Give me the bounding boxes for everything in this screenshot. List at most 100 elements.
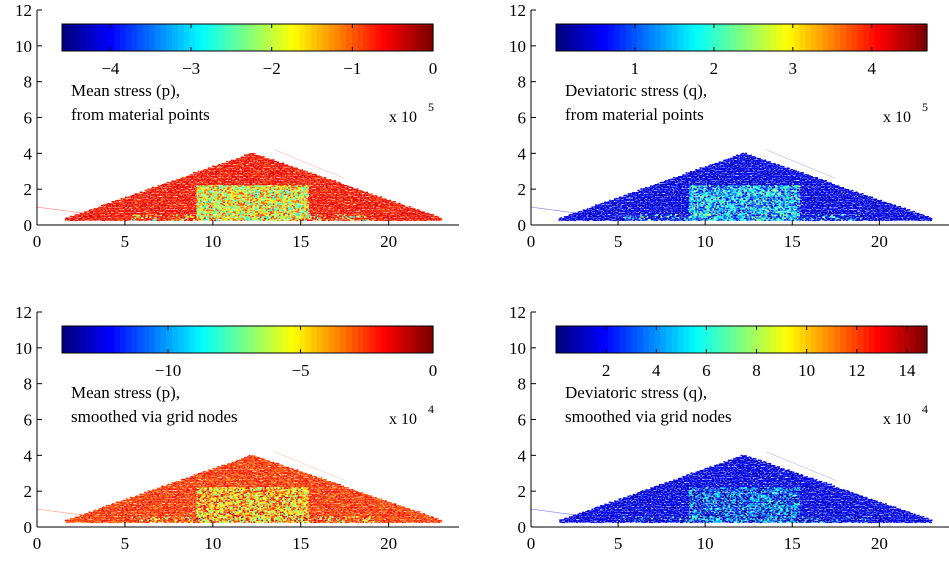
material-point	[286, 187, 289, 189]
material-point	[342, 203, 345, 205]
material-point	[280, 173, 283, 176]
material-point	[107, 207, 110, 210]
material-point	[193, 194, 196, 197]
material-point	[275, 175, 278, 178]
material-point	[280, 191, 283, 193]
material-point	[201, 215, 203, 218]
material-point	[236, 172, 239, 174]
material-point	[256, 156, 259, 159]
material-point	[296, 178, 299, 181]
material-point	[199, 185, 202, 187]
material-point	[160, 191, 163, 194]
material-point	[139, 204, 142, 207]
material-point	[246, 190, 249, 192]
material-point	[231, 175, 234, 177]
material-point	[199, 188, 202, 190]
material-point	[335, 216, 338, 218]
material-point	[297, 172, 300, 175]
material-point	[305, 185, 308, 187]
material-point	[316, 208, 319, 210]
material-point	[339, 209, 342, 211]
material-point	[313, 217, 316, 219]
material-point	[264, 182, 267, 185]
material-point	[281, 196, 284, 198]
material-point	[74, 214, 77, 216]
material-point	[265, 188, 268, 191]
material-point	[275, 219, 278, 222]
material-point	[200, 178, 203, 181]
material-point	[125, 208, 128, 210]
material-point	[153, 195, 156, 197]
material-point	[299, 193, 302, 196]
material-point	[354, 201, 357, 203]
material-point	[389, 204, 392, 207]
material-point	[152, 196, 155, 198]
material-point	[233, 175, 236, 178]
material-point	[158, 217, 161, 220]
material-point	[274, 218, 277, 221]
material-point	[266, 171, 269, 173]
material-point	[223, 185, 225, 187]
material-point	[303, 175, 306, 178]
material-point	[213, 203, 216, 205]
material-point	[136, 196, 139, 198]
material-point	[301, 206, 304, 208]
material-point	[269, 164, 271, 166]
material-point	[242, 208, 245, 210]
material-point	[177, 180, 180, 183]
material-point	[385, 201, 388, 204]
material-point	[245, 156, 248, 158]
material-point	[291, 209, 294, 211]
material-point	[163, 200, 166, 202]
material-point	[243, 165, 246, 168]
material-point	[187, 201, 190, 203]
material-point	[387, 209, 390, 212]
material-point	[171, 214, 174, 216]
material-point	[261, 175, 264, 177]
material-point	[153, 193, 156, 196]
material-point	[241, 210, 244, 213]
material-point	[346, 195, 349, 197]
material-point	[263, 182, 266, 184]
material-point	[385, 216, 388, 218]
material-point	[210, 218, 213, 221]
material-point	[180, 183, 183, 186]
material-point	[267, 214, 270, 216]
material-point	[306, 204, 309, 207]
material-point	[367, 200, 370, 202]
material-point	[300, 196, 303, 199]
material-point	[286, 213, 289, 215]
material-point	[163, 201, 165, 204]
material-point	[162, 203, 164, 206]
material-point	[151, 186, 154, 189]
material-point	[296, 199, 298, 202]
material-point	[250, 218, 253, 221]
material-point	[218, 200, 221, 202]
material-point	[294, 199, 297, 202]
material-point	[150, 219, 153, 221]
material-point	[217, 203, 220, 205]
material-point	[148, 203, 151, 205]
material-point	[155, 206, 158, 208]
material-point	[284, 194, 287, 197]
material-point	[249, 217, 252, 220]
material-point	[207, 207, 210, 210]
material-point	[180, 203, 183, 205]
material-point	[261, 212, 264, 215]
material-point	[219, 192, 221, 194]
material-point	[169, 216, 172, 218]
material-point	[279, 189, 281, 192]
material-point	[258, 207, 261, 210]
material-point	[241, 172, 244, 175]
material-point	[133, 201, 135, 203]
material-point	[258, 155, 261, 157]
material-point	[113, 212, 116, 215]
material-point	[332, 207, 335, 210]
material-point	[227, 206, 230, 208]
material-point	[287, 202, 290, 205]
material-point	[220, 173, 223, 176]
material-point	[96, 209, 99, 212]
material-point	[204, 172, 207, 174]
material-point	[263, 177, 265, 179]
material-point	[137, 214, 140, 216]
